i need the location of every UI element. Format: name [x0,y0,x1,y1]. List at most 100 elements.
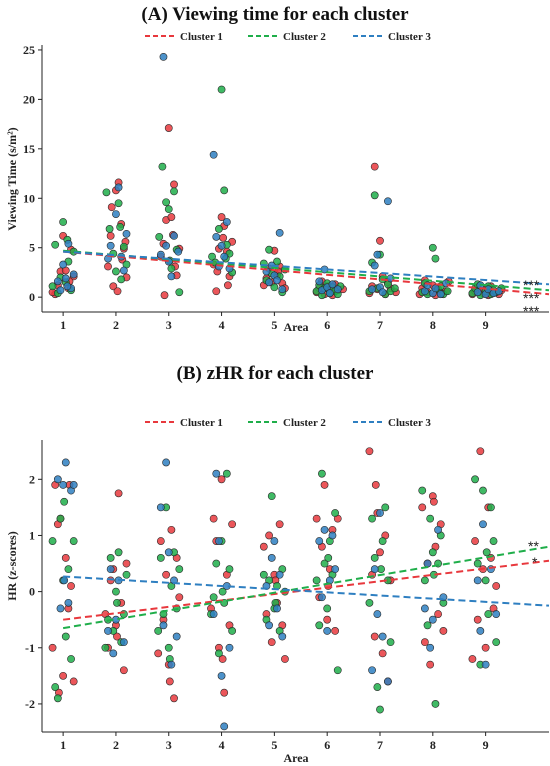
data-point-cluster-3 [473,288,482,297]
data-point-cluster-3 [156,250,165,259]
data-point-cluster-3 [217,671,226,680]
data-point-cluster-2 [270,283,279,292]
data-point-cluster-3 [61,274,70,283]
data-point-cluster-3 [378,632,387,641]
data-point-cluster-3 [315,277,324,286]
x-tick-label: 2 [113,318,119,332]
trend-lines [62,545,550,630]
data-point-cluster-2 [215,225,223,233]
data-point-cluster-1 [320,481,329,489]
data-point-cluster-1 [429,497,438,506]
data-point-cluster-1 [323,615,332,624]
data-point-cluster-1 [106,231,115,240]
significance-annotations: ** * [528,538,539,570]
data-point-cluster-1 [162,570,171,579]
data-point-cluster-3 [426,643,435,652]
data-point-cluster-2 [267,492,276,501]
trend-line-cluster-1 [63,250,550,296]
data-point-cluster-1 [217,213,226,221]
data-point-cluster-2 [265,245,273,254]
data-point-cluster-2 [167,264,176,273]
data-point-cluster-2 [428,243,437,252]
y-tick-label: -2 [25,697,35,711]
trend-line-cluster-2 [62,545,550,630]
data-point-cluster-2 [420,576,429,585]
data-point-cluster-1 [67,582,75,590]
data-point-cluster-2 [112,587,120,596]
data-point-cluster-3 [212,469,221,478]
data-point-cluster-2 [368,514,376,523]
data-point-cluster-1 [219,233,228,242]
data-point-cluster-3 [114,183,123,192]
data-point-cluster-2 [116,223,125,231]
x-tick-label: 1 [60,318,66,332]
data-point-cluster-2 [69,537,78,545]
data-point-cluster-1 [113,287,122,296]
data-point-cluster-1 [223,281,232,290]
legend: Cluster 1 Cluster 2 Cluster 3 [145,417,431,429]
data-point-cluster-1 [275,520,284,529]
x-tick-label: 7 [377,318,383,332]
data-point-cluster-2 [228,627,237,635]
data-point-cluster-3 [217,241,226,250]
data-point-cluster-3 [384,677,392,686]
data-point-cluster-3 [265,278,273,287]
data-point-cluster-1 [331,627,340,635]
data-point-cluster-2 [218,587,227,596]
data-point-cluster-3 [323,627,332,635]
data-point-cluster-2 [315,621,324,630]
significance-cluster-3: *** [523,303,540,319]
data-point-cluster-2 [102,188,111,197]
data-point-cluster-3 [53,475,62,484]
data-point-cluster-3 [59,481,68,489]
axis-ticks: 1 2 3 4 5 6 7 8 9 -2 -1 0 1 2 [25,472,489,752]
data-point-cluster-3 [278,632,287,641]
trend-lines [63,249,550,296]
data-point-cluster-2 [48,282,57,291]
data-point-cluster-1 [481,643,490,652]
data-point-cluster-3 [428,615,437,624]
data-point-cluster-1 [476,447,485,456]
x-tick-label: 6 [324,738,330,752]
data-point-cluster-2 [386,638,395,647]
legend-label-cluster-3: Cluster 3 [388,31,431,43]
data-point-cluster-2 [318,469,326,478]
significance-cluster-2: ** [528,538,539,554]
data-point-cluster-1 [164,124,173,132]
data-point-cluster-3 [56,604,65,613]
data-point-cluster-1 [312,514,321,523]
data-point-cluster-2 [492,638,501,647]
x-tick-label: 8 [430,738,436,752]
data-point-cluster-3 [162,458,171,467]
data-point-cluster-2 [154,627,163,635]
data-point-cluster-2 [53,694,62,703]
data-point-cluster-3 [473,576,482,585]
data-point-cluster-1 [170,694,178,703]
data-point-cluster-2 [105,225,114,233]
data-point-cluster-1 [420,638,429,647]
data-point-cluster-1 [218,655,227,663]
data-point-cluster-3 [479,520,487,529]
data-point-cluster-3 [373,610,382,618]
data-point-cluster-2 [155,232,164,241]
legend-label-cluster-2: Cluster 2 [283,31,326,43]
data-point-cluster-3 [220,722,229,731]
data-point-cluster-3 [159,621,168,630]
data-point-cluster-2 [220,186,229,195]
data-point-cluster-3 [215,537,223,545]
data-point-cluster-2 [101,643,110,652]
panel-b: (B) zHR for each cluster Cluster 1 Clust… [5,363,550,765]
data-point-cluster-3 [325,289,334,298]
data-point-cluster-3 [69,481,78,489]
significance-annotations: *** *** *** [523,277,540,319]
data-point-cluster-1 [365,447,374,456]
data-point-cluster-3 [434,525,442,534]
data-point-cluster-1 [209,514,218,523]
data-point-cluster-3 [209,610,218,618]
data-point-cluster-3 [275,570,284,579]
data-point-cluster-3 [275,228,284,237]
data-point-cluster-3 [273,276,281,285]
data-point-cluster-2 [60,497,69,506]
data-point-cluster-2 [208,252,216,261]
y-tick-label: 1 [29,528,35,542]
